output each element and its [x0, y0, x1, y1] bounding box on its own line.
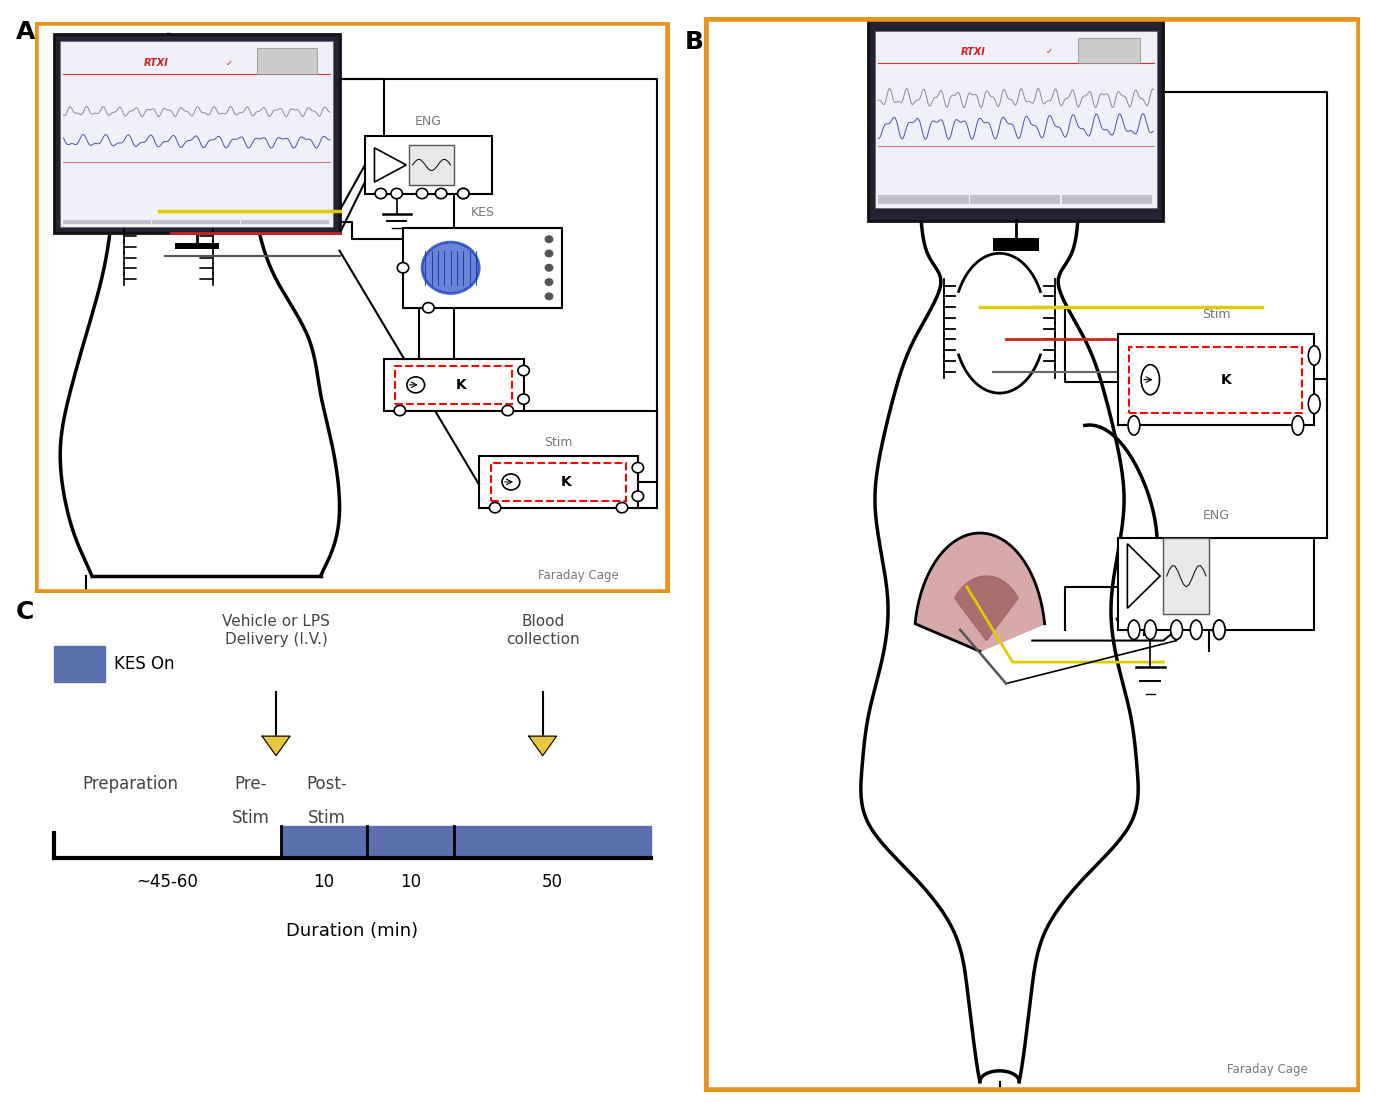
Text: K: K: [561, 475, 572, 489]
Bar: [152, 220, 240, 224]
FancyBboxPatch shape: [868, 17, 1163, 221]
Circle shape: [423, 303, 434, 313]
Text: Pre-: Pre-: [234, 775, 266, 793]
Circle shape: [544, 250, 554, 257]
Text: Stim: Stim: [544, 436, 573, 449]
Bar: [480, 456, 638, 508]
Text: RTXI: RTXI: [144, 59, 169, 69]
Text: ENG: ENG: [414, 115, 442, 128]
Bar: [384, 359, 523, 410]
Text: K: K: [455, 378, 466, 391]
Circle shape: [1292, 416, 1304, 435]
FancyBboxPatch shape: [60, 41, 333, 226]
Circle shape: [407, 377, 424, 393]
Polygon shape: [1127, 543, 1161, 608]
Text: RTXI: RTXI: [961, 47, 986, 57]
Text: Preparation: Preparation: [82, 775, 179, 793]
Text: K: K: [1221, 373, 1232, 387]
Bar: [54, 645, 105, 682]
Circle shape: [1214, 620, 1225, 640]
Polygon shape: [529, 736, 557, 755]
Text: ENG: ENG: [1202, 509, 1229, 522]
Circle shape: [1141, 365, 1159, 395]
Text: Post-: Post-: [307, 775, 347, 793]
Circle shape: [458, 189, 469, 199]
Text: KES: KES: [470, 206, 494, 220]
Circle shape: [632, 462, 643, 472]
Text: A: A: [15, 20, 35, 44]
Text: C: C: [15, 600, 35, 624]
Circle shape: [458, 189, 469, 199]
Bar: [257, 49, 317, 74]
Circle shape: [423, 242, 480, 294]
Circle shape: [490, 502, 501, 512]
Circle shape: [416, 189, 428, 199]
Bar: [453, 826, 650, 858]
Bar: [1117, 538, 1314, 630]
Text: Stim: Stim: [1201, 308, 1230, 322]
Text: Blood
collection: Blood collection: [506, 614, 579, 647]
Circle shape: [1129, 416, 1140, 435]
Bar: [365, 136, 492, 194]
Text: Vehicle or LPS
Delivery (I.V.): Vehicle or LPS Delivery (I.V.): [222, 614, 331, 647]
Bar: [1078, 38, 1140, 62]
Text: Stim: Stim: [232, 810, 269, 827]
Bar: [993, 238, 1039, 251]
Circle shape: [544, 293, 554, 301]
Circle shape: [375, 189, 386, 199]
Circle shape: [1129, 620, 1140, 640]
Bar: [409, 145, 453, 185]
Circle shape: [1144, 620, 1156, 640]
Circle shape: [632, 491, 643, 501]
Circle shape: [518, 394, 529, 405]
Circle shape: [395, 406, 406, 416]
Circle shape: [1309, 346, 1320, 365]
Circle shape: [1309, 394, 1320, 414]
Text: 10: 10: [314, 873, 335, 891]
Polygon shape: [374, 147, 406, 182]
Circle shape: [1190, 620, 1202, 640]
Circle shape: [391, 189, 402, 199]
Text: 10: 10: [400, 873, 421, 891]
Circle shape: [1170, 620, 1183, 640]
Bar: [63, 220, 151, 224]
Text: KES On: KES On: [114, 655, 174, 673]
Text: 50: 50: [541, 873, 562, 891]
Bar: [367, 826, 453, 858]
Polygon shape: [954, 576, 1018, 641]
Circle shape: [617, 502, 628, 512]
Bar: [241, 220, 329, 224]
Text: B: B: [685, 30, 704, 54]
Bar: [174, 243, 219, 250]
Polygon shape: [915, 533, 1045, 651]
Text: ✓: ✓: [226, 59, 233, 68]
Text: Stim: Stim: [308, 810, 346, 827]
Circle shape: [502, 474, 520, 490]
Text: Faraday Cage: Faraday Cage: [1228, 1064, 1307, 1076]
FancyBboxPatch shape: [54, 33, 339, 234]
Bar: [879, 195, 968, 204]
Circle shape: [502, 406, 513, 416]
Circle shape: [544, 264, 554, 272]
Bar: [1062, 195, 1152, 204]
Text: ~45-60: ~45-60: [137, 873, 198, 891]
Bar: [1163, 538, 1209, 613]
Text: ✓: ✓: [1046, 48, 1053, 57]
FancyBboxPatch shape: [875, 31, 1156, 208]
Circle shape: [544, 278, 554, 286]
Bar: [970, 195, 1060, 204]
Bar: [403, 227, 562, 307]
Circle shape: [544, 235, 554, 243]
Circle shape: [398, 263, 409, 273]
Circle shape: [1214, 620, 1225, 640]
Polygon shape: [262, 736, 290, 755]
Text: Faraday Cage: Faraday Cage: [538, 569, 619, 582]
Bar: [1117, 334, 1314, 426]
Bar: [280, 826, 367, 858]
Text: Duration (min): Duration (min): [286, 922, 418, 939]
Circle shape: [518, 366, 529, 376]
Circle shape: [435, 189, 446, 199]
